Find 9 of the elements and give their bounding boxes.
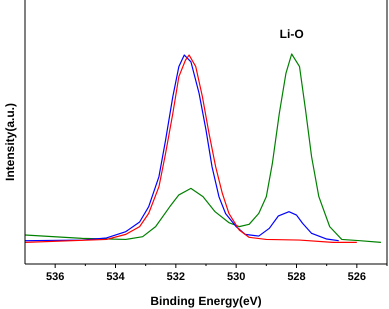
x-tick-label: 530 — [226, 271, 246, 283]
x-tick-label: 534 — [106, 271, 126, 283]
x-tick-label: 536 — [46, 271, 64, 283]
y-axis-title: Intensity(a.u.) — [3, 102, 17, 182]
x-axis-title: Binding Energy(eV) — [150, 294, 262, 308]
text: Li-O — [280, 27, 304, 41]
x-tick-label: 532 — [166, 271, 186, 283]
x-tick-label: 526 — [348, 271, 366, 283]
x-tick-label: 528 — [287, 271, 306, 283]
